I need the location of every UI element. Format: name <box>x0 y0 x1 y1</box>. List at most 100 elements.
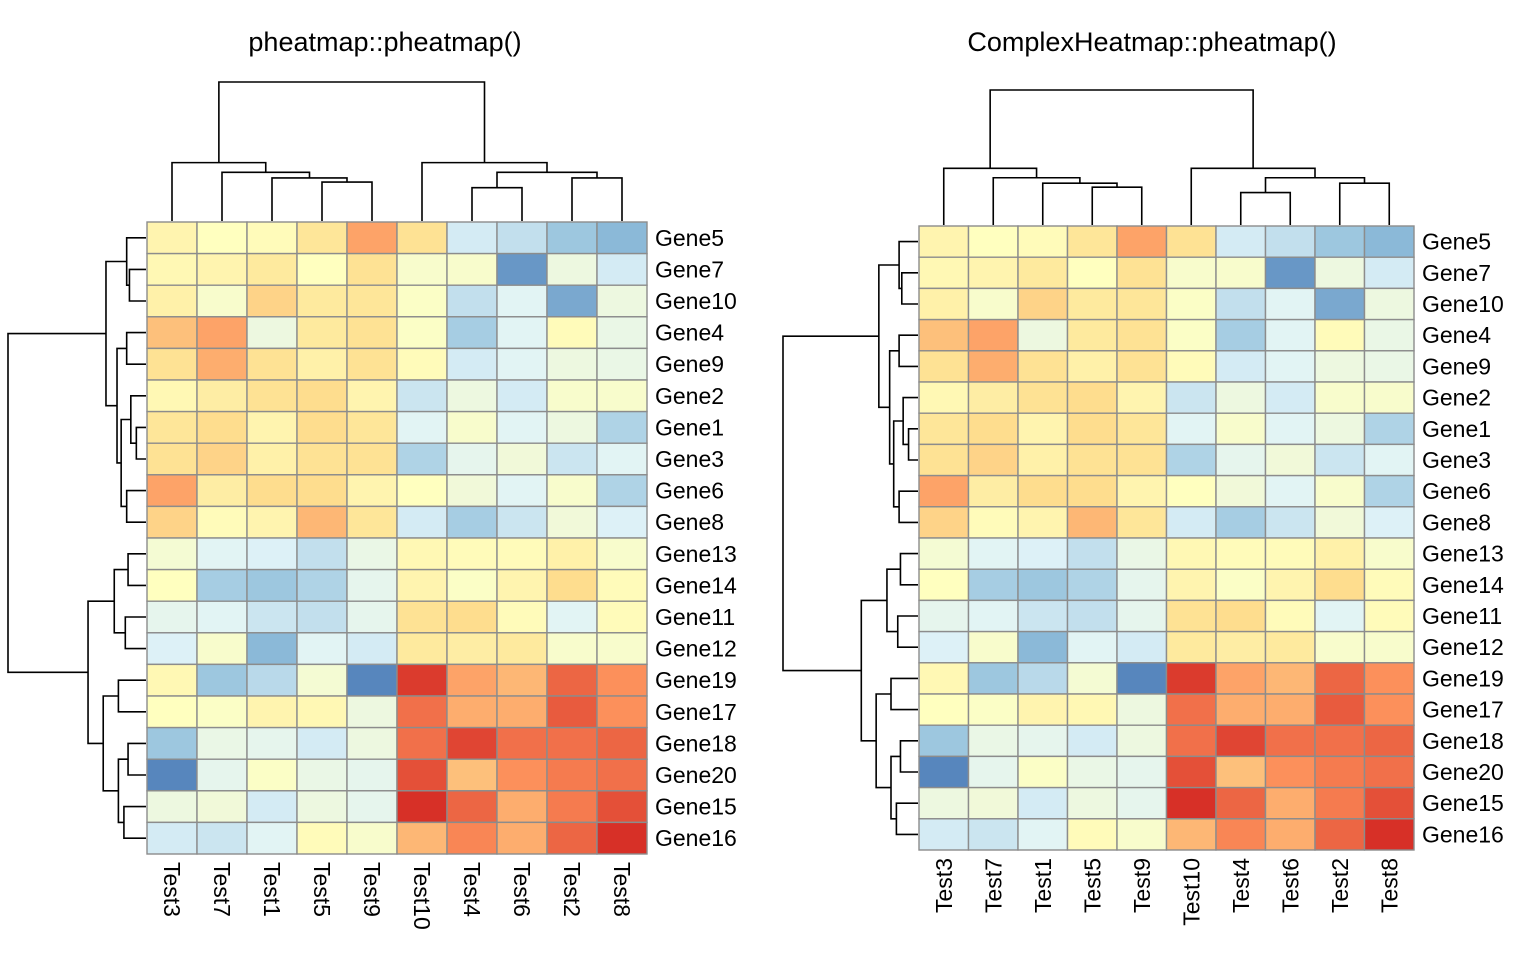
heatmap-cell <box>596 537 648 571</box>
heatmap-cell <box>1215 786 1267 820</box>
heatmap-cell <box>296 442 348 476</box>
row-dendrogram-branch <box>123 805 146 839</box>
heatmap-cell <box>396 379 448 413</box>
heatmap-cell <box>1017 818 1069 851</box>
heatmap-cell <box>1165 599 1217 633</box>
column-dendrogram-branch <box>571 177 623 221</box>
column-label: Test4 <box>1228 858 1254 913</box>
heatmap-cell <box>1116 755 1168 789</box>
column-dendrogram-branch <box>992 176 1081 225</box>
row-dendrogram-branch <box>895 802 918 836</box>
heatmap-cell <box>1264 693 1316 726</box>
heatmap-cell <box>596 347 648 381</box>
heatmap-cell <box>1314 318 1366 352</box>
heatmap-cell <box>596 758 648 792</box>
heatmap-cell <box>546 252 598 286</box>
heatmap-cell <box>1165 412 1217 446</box>
column-label: Test6 <box>509 862 535 917</box>
row-label: Gene13 <box>1422 541 1504 567</box>
heatmap-cell <box>596 632 648 666</box>
row-label: Gene14 <box>655 572 737 598</box>
column-dendrogram-branch <box>421 161 548 221</box>
heatmap-cell <box>1314 724 1366 758</box>
heatmap-cell <box>196 221 248 255</box>
heatmap-cell <box>918 350 970 383</box>
column-label: Test7 <box>980 858 1006 913</box>
heatmap-cell <box>596 505 648 539</box>
heatmap-cell <box>346 252 398 286</box>
row-label: Gene10 <box>1422 291 1504 317</box>
column-label: Test6 <box>1277 858 1303 913</box>
heatmap-cell <box>196 726 248 760</box>
heatmap-cell <box>1116 412 1168 446</box>
heatmap-cell <box>1363 350 1415 383</box>
row-dendrogram-branch <box>898 334 918 368</box>
heatmap-cell <box>546 695 598 729</box>
heatmap-cell <box>967 818 1019 851</box>
heatmap-cell <box>1066 724 1118 758</box>
heatmap-cell <box>918 693 970 726</box>
heatmap-cell <box>918 599 970 633</box>
heatmap-cell <box>1215 287 1267 321</box>
row-dendrogram-branch <box>901 272 918 305</box>
column-label: Test7 <box>209 862 235 917</box>
heatmap-cell <box>146 410 198 444</box>
heatmap-cell <box>967 256 1019 290</box>
heatmap-cell <box>446 379 498 413</box>
heatmap-cell <box>1165 662 1217 695</box>
heatmap-cell <box>396 505 448 539</box>
column-dendrogram-branch <box>1338 182 1391 225</box>
heatmap-cell <box>1066 381 1118 414</box>
heatmap-cell <box>1264 755 1316 789</box>
pheatmap-panel: pheatmap::pheatmap() Gene5Gene7Gene10Gen… <box>7 27 737 930</box>
heatmap-cell <box>1314 474 1366 508</box>
heatmap-cell <box>446 600 498 634</box>
heatmap-cell <box>596 726 648 760</box>
heatmap-cell <box>1066 568 1118 602</box>
heatmap-cell <box>1264 568 1316 602</box>
heatmap-cell <box>1363 287 1415 321</box>
heatmap-cell <box>546 379 598 413</box>
heatmap-cell <box>1017 225 1069 258</box>
heatmap-cell <box>1215 225 1267 258</box>
column-dendrogram-branch <box>471 186 523 221</box>
heatmap-cell <box>296 316 348 350</box>
row-dendrogram-branch <box>102 695 119 792</box>
column-dendrogram-branch <box>171 161 267 221</box>
heatmap-cell <box>296 663 348 697</box>
heatmap-cell <box>1066 506 1118 539</box>
heatmap-cell <box>1165 693 1217 726</box>
heatmap-cell <box>1017 443 1069 477</box>
complexheatmap-panel: ComplexHeatmap::pheatmap() Gene5Gene7Gen… <box>782 27 1504 926</box>
heatmap-cell <box>346 758 398 792</box>
heatmap-cell <box>1363 443 1415 477</box>
heatmap-cell <box>1116 537 1168 570</box>
heatmap-cell <box>1264 786 1316 820</box>
heatmap-cell <box>1264 381 1316 414</box>
heatmap-cell <box>1017 599 1069 633</box>
heatmap-cell <box>967 537 1019 570</box>
heatmap-cell <box>146 221 198 255</box>
heatmap-cell <box>346 600 398 634</box>
heatmap-cell <box>396 695 448 729</box>
heatmap-cell <box>346 695 398 729</box>
row-label: Gene12 <box>655 636 737 662</box>
heatmap-cell <box>1017 568 1069 602</box>
heatmap-cell <box>546 758 598 792</box>
heatmap-cell <box>496 410 548 444</box>
heatmap-cell <box>146 474 198 508</box>
heatmap-cell <box>446 316 498 350</box>
heatmap-cell <box>296 758 348 792</box>
heatmap-cell <box>246 663 298 697</box>
column-label: Test10 <box>409 862 435 930</box>
column-label: Test2 <box>559 862 585 917</box>
heatmap-cell <box>196 505 248 539</box>
heatmap-cell <box>1314 755 1366 789</box>
heatmap-cell <box>246 410 298 444</box>
heatmap-cell <box>196 695 248 729</box>
heatmap-cell <box>1215 693 1267 726</box>
heatmap-cell <box>346 410 398 444</box>
heatmap-cell <box>1116 287 1168 321</box>
heatmap-cell <box>546 726 598 760</box>
heatmap-cell <box>1066 537 1118 570</box>
